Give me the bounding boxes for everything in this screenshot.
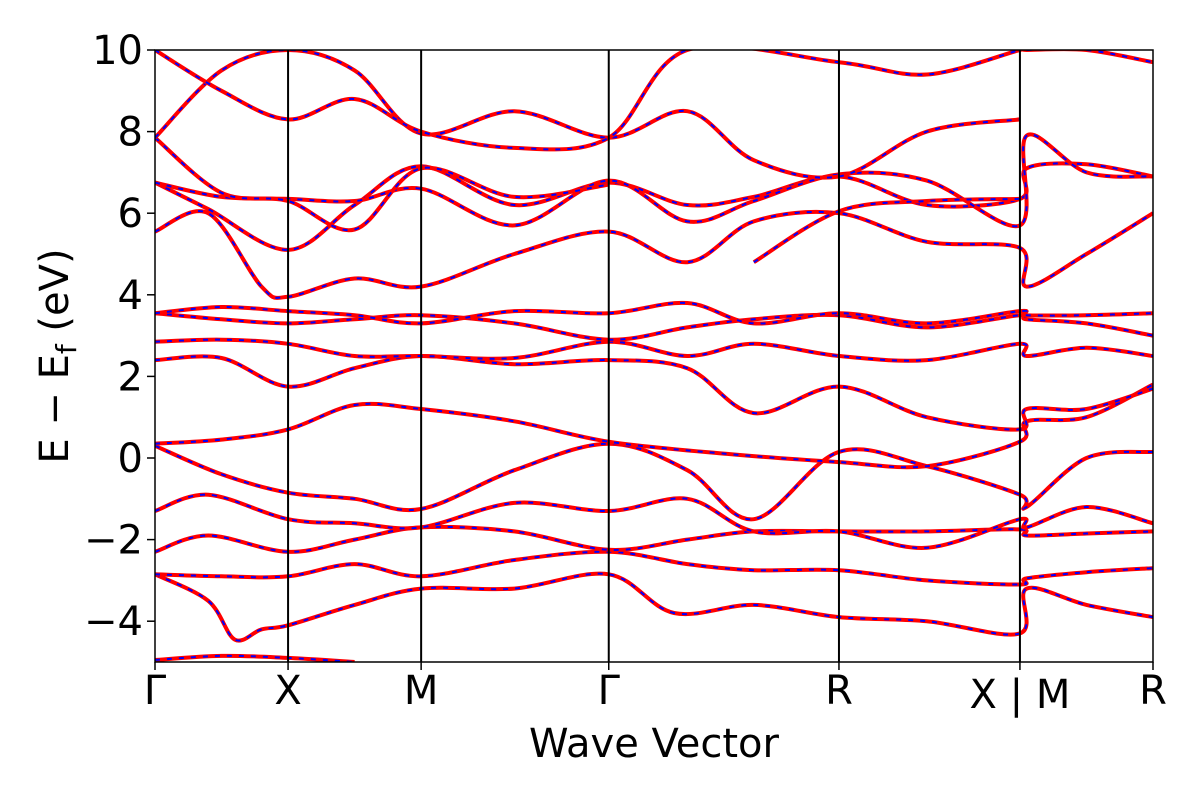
x-axis-ticks: Γ X M Γ R X | M R [144, 662, 1167, 718]
band-line-dashed-15 [155, 50, 1021, 179]
kpoint-dividers [287, 50, 1021, 662]
x-tick-label-2: M [404, 668, 439, 714]
y-tick-label-5: 6 [118, 191, 143, 237]
band-line-dashed-14 [155, 136, 609, 232]
band-line-dashed-4 [155, 493, 1153, 549]
y-tick-label-3: 2 [118, 354, 143, 400]
band-line-dashed-5 [155, 442, 1153, 521]
band-line-dashed-10 [155, 301, 1153, 325]
band-line-17 [752, 196, 1020, 264]
y-tick-label-0: −4 [84, 599, 143, 645]
x-tick-label-3: Γ [598, 668, 621, 714]
band-line-2 [155, 549, 1153, 587]
band-line-dashed-12 [155, 162, 1153, 251]
x-tick-label-5: X | M [970, 672, 1071, 718]
band-line-dashed-16 [155, 50, 1153, 151]
band-line-dashed-13 [155, 133, 1153, 228]
band-line-13 [155, 132, 1153, 229]
y-axis-ticks: −4 −2 0 2 4 6 8 10 [84, 28, 155, 645]
y-tick-label-7: 10 [92, 28, 143, 74]
band-line-15 [155, 50, 1021, 180]
band-line-dashed-8 [155, 338, 1153, 362]
x-tick-label-6: R [1139, 668, 1167, 714]
plot-frame [154, 49, 1154, 663]
band-line-8 [155, 337, 1153, 363]
band-line-3 [155, 524, 1153, 554]
y-tick-label-6: 8 [118, 110, 143, 156]
x-tick-label-0: Γ [144, 668, 167, 714]
x-tick-label-1: X [274, 668, 301, 714]
band-line-7 [155, 353, 1153, 432]
band-line-dashed-6 [155, 383, 1153, 469]
band-line-dashed-1 [155, 572, 1153, 642]
band-line-5 [155, 441, 1153, 522]
y-tick-label-4: 4 [118, 273, 143, 319]
y-axis-title-main: E − E [32, 354, 78, 464]
band-line-dashed-7 [155, 354, 1153, 431]
band-lines [155, 50, 1153, 662]
y-axis-title: E − Ef (eV) [32, 248, 83, 463]
y-axis-title-unit: (eV) [32, 248, 78, 344]
y-tick-label-1: −2 [84, 518, 143, 564]
band-line-dashed-2 [155, 550, 1153, 586]
band-line-dashed-0 [155, 654, 355, 662]
x-tick-label-4: R [825, 668, 853, 714]
band-line-16 [155, 50, 1153, 152]
y-axis-title-subscript: f [50, 343, 83, 354]
band-line-dashed-11 [155, 210, 1153, 299]
band-line-dashed-3 [155, 525, 1153, 553]
y-tick-label-2: 0 [118, 436, 143, 482]
x-axis-title: Wave Vector [529, 721, 780, 767]
